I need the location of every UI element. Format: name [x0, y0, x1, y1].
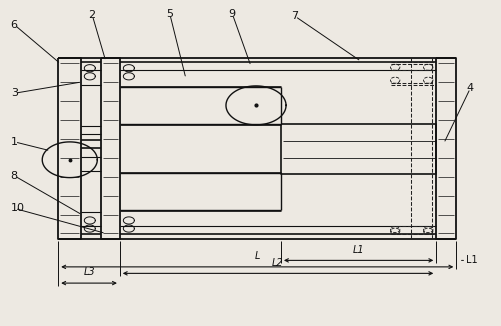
Text: L3: L3 [83, 267, 95, 277]
Text: 8: 8 [11, 171, 18, 181]
Text: 2: 2 [88, 10, 95, 20]
Text: 4: 4 [465, 83, 472, 93]
Text: 10: 10 [11, 203, 25, 214]
Text: 5: 5 [165, 9, 172, 19]
Text: 3: 3 [11, 88, 18, 98]
Text: L2: L2 [272, 258, 283, 268]
Text: L: L [254, 251, 260, 261]
Text: L1: L1 [465, 255, 477, 265]
Text: 7: 7 [291, 11, 298, 21]
Text: 6: 6 [11, 20, 18, 30]
Text: 1: 1 [11, 137, 18, 147]
Text: L1: L1 [352, 244, 364, 255]
Text: 9: 9 [228, 9, 235, 19]
